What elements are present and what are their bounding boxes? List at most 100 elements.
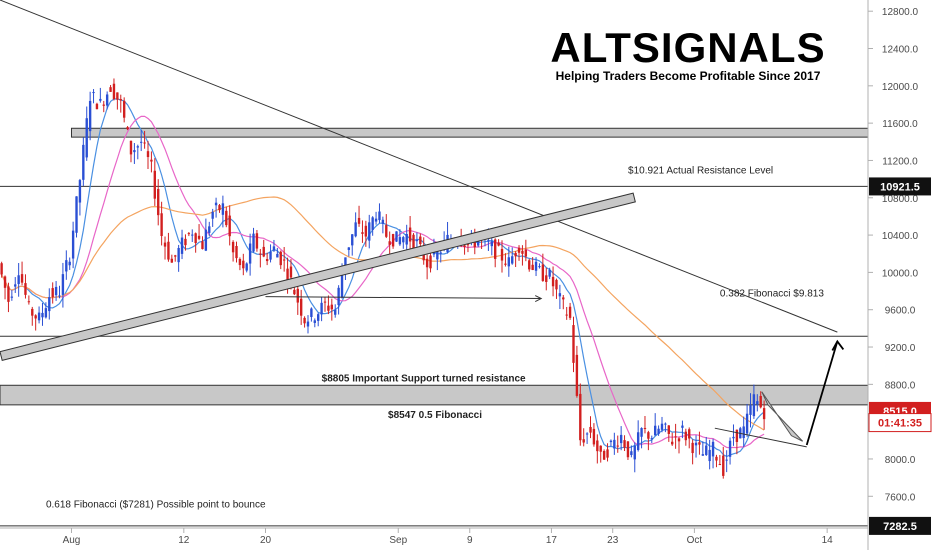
candle-up (306, 321, 310, 327)
time-tick-label: 20 (260, 535, 272, 546)
candle-up (99, 98, 102, 101)
candle-up (636, 432, 640, 451)
candle-down (616, 445, 619, 447)
candle-down (735, 429, 739, 442)
candle-up (633, 445, 636, 460)
candle-up (640, 428, 643, 437)
candle-up (415, 240, 419, 242)
candle-down (238, 259, 242, 266)
candle-up (405, 234, 408, 245)
candle-down (129, 140, 133, 155)
candle-up (657, 428, 660, 434)
candle-up (347, 247, 351, 250)
candle-down (596, 440, 599, 452)
time-tick-label: Aug (63, 535, 81, 546)
candle-down (361, 232, 364, 234)
trendlines (0, 0, 845, 448)
candle-up (37, 312, 41, 321)
candle-down (531, 264, 534, 271)
candle-down (157, 188, 160, 216)
candle-up (208, 226, 211, 233)
candle-up (368, 222, 371, 241)
candle-down (497, 242, 500, 246)
candle-up (749, 405, 752, 415)
candle-up (548, 269, 551, 277)
candle-down (122, 100, 126, 118)
projection-arrow-head (831, 339, 845, 351)
brand-subtitle: Helping Traders Become Profitable Since … (556, 69, 821, 83)
candle-up (436, 250, 439, 260)
candle-up (402, 237, 405, 243)
candle-down (20, 274, 24, 283)
time-tick-label: 12 (178, 535, 190, 546)
candle-up (742, 426, 745, 439)
candle-up (538, 266, 541, 268)
candle-up (725, 459, 728, 461)
candle-up (660, 423, 664, 430)
candle-up (511, 256, 514, 264)
candle-down (31, 308, 34, 316)
trendline-descending-resistance (0, 0, 838, 333)
candle-down (259, 253, 262, 255)
candle-up (191, 234, 194, 236)
candle-up (17, 275, 20, 285)
candle-down (391, 234, 395, 247)
candle-down (34, 315, 37, 319)
candle-down (388, 241, 391, 245)
candle-down (228, 215, 231, 237)
candle-down (187, 233, 191, 235)
candle-down (24, 283, 27, 295)
candle-down (194, 233, 197, 244)
candle-down (722, 455, 725, 476)
candle-down (691, 442, 694, 454)
price-tick-label: 9200.0 (885, 343, 916, 354)
candle-down (225, 210, 228, 226)
candle-up (58, 295, 61, 297)
candles (0, 78, 766, 479)
candle-up (664, 423, 667, 425)
candle-up (354, 222, 357, 237)
price-tick-label: 10000.0 (882, 268, 919, 279)
candle-down (671, 441, 674, 445)
candle-down (330, 304, 334, 310)
candle-down (126, 127, 129, 130)
time-tick-label: 9 (467, 535, 473, 546)
candle-down (555, 279, 558, 290)
candle-down (3, 276, 7, 288)
price-badge-label-countdown: 01:41:35 (878, 418, 922, 430)
candle-up (71, 230, 75, 259)
candle-down (762, 408, 766, 420)
candle-up (398, 237, 402, 245)
candle-down (119, 99, 122, 101)
candle-up (558, 293, 562, 297)
time-tick-label: 14 (822, 535, 834, 546)
candle-up (317, 314, 320, 321)
candle-up (613, 439, 616, 449)
candle-down (109, 87, 112, 92)
candle-down (425, 258, 429, 268)
candle-up (82, 144, 85, 180)
candle-down (545, 275, 548, 282)
price-badge-resistance (869, 177, 931, 196)
annotation-fib-382: 0.382 Fibonacci $9.813 (720, 289, 824, 300)
candle-up (320, 302, 323, 315)
candle-down (143, 142, 146, 144)
candle-up (214, 202, 218, 206)
candle-down (565, 314, 568, 316)
price-tick-label: 9600.0 (885, 306, 916, 317)
price-tick-label: 7600.0 (885, 492, 916, 503)
annotations: $10.921 Actual Resistance Level 0.382 Fib… (46, 166, 824, 511)
price-tick-label: 10800.0 (882, 194, 919, 205)
candle-down (150, 159, 153, 162)
candle-up (75, 196, 78, 233)
candle-up (48, 297, 51, 312)
projection-arrow-shaft (805, 341, 839, 446)
candle-up (701, 454, 705, 456)
candle-down (589, 426, 592, 433)
candle-up (313, 320, 316, 323)
candle-down (0, 263, 3, 275)
candle-up (177, 247, 180, 263)
candle-down (551, 276, 555, 287)
candle-down (568, 306, 572, 318)
